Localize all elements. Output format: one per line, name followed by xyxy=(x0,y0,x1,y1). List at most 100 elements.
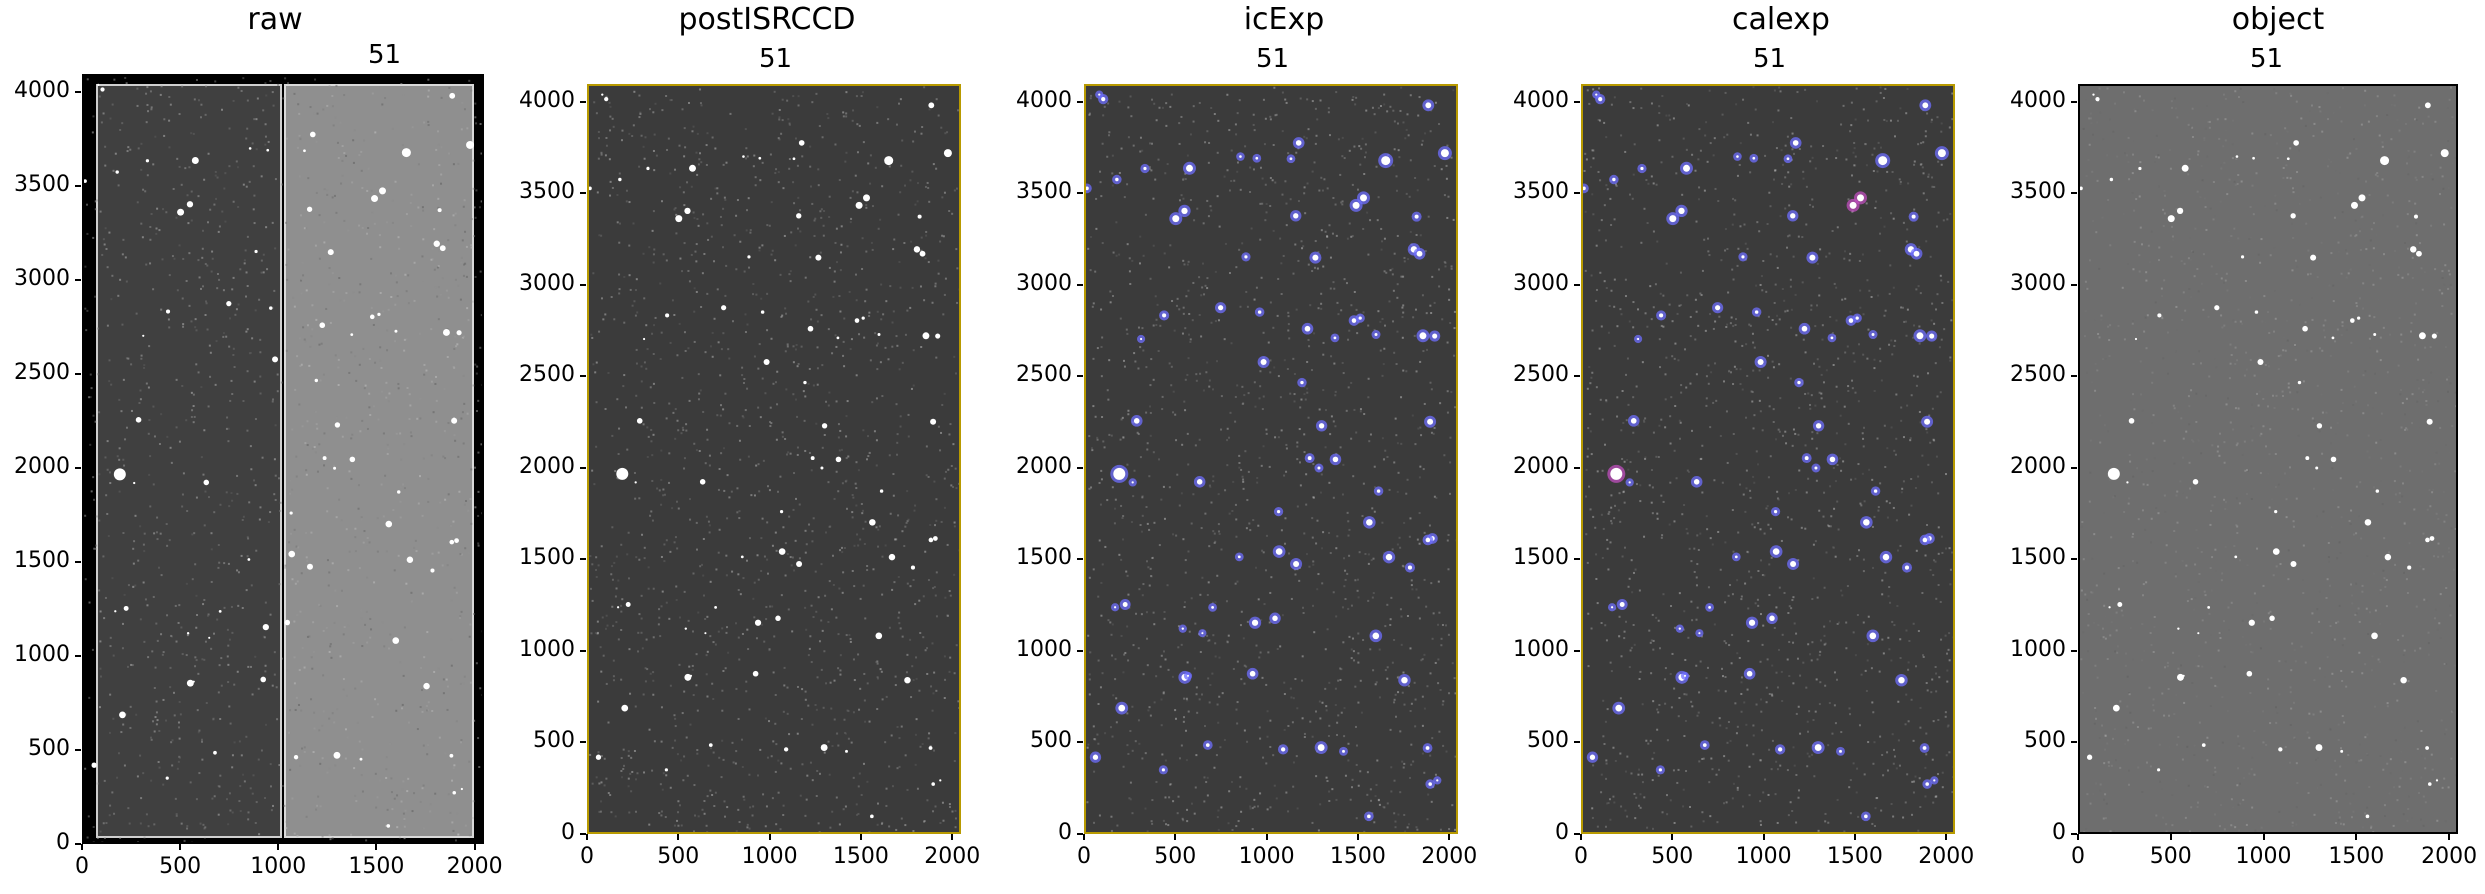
noise-speck xyxy=(822,224,825,227)
noise-speck xyxy=(1174,717,1177,720)
noise-speck xyxy=(438,736,441,739)
noise-speck xyxy=(932,692,935,695)
noise-speck xyxy=(1312,560,1315,563)
noise-speck xyxy=(242,400,245,403)
noise-speck xyxy=(1162,691,1165,694)
noise-speck xyxy=(1696,714,1699,717)
noise-speck xyxy=(919,631,922,634)
noise-speck xyxy=(310,698,313,701)
noise-speck xyxy=(1257,805,1260,808)
noise-speck xyxy=(725,554,728,557)
noise-speck xyxy=(1106,499,1109,502)
noise-speck xyxy=(695,653,698,656)
noise-speck xyxy=(705,654,708,657)
noise-speck xyxy=(620,610,623,613)
star xyxy=(775,615,781,621)
noise-speck xyxy=(285,221,288,224)
noise-speck xyxy=(742,577,745,580)
noise-speck xyxy=(739,593,742,596)
noise-speck xyxy=(1405,370,1408,373)
star xyxy=(1280,747,1286,752)
noise-speck xyxy=(918,599,921,602)
noise-speck xyxy=(456,812,459,815)
noise-speck xyxy=(1663,678,1666,681)
noise-speck xyxy=(362,541,365,544)
noise-speck xyxy=(199,287,202,290)
noise-speck xyxy=(1394,417,1397,420)
noise-speck xyxy=(1162,692,1165,695)
noise-speck xyxy=(181,493,184,496)
noise-speck xyxy=(1306,391,1309,394)
noise-speck xyxy=(1214,540,1217,543)
noise-speck xyxy=(673,208,676,211)
noise-speck xyxy=(1790,607,1793,610)
noise-speck xyxy=(172,691,175,694)
noise-speck xyxy=(1440,644,1443,647)
noise-speck xyxy=(322,710,325,713)
noise-speck xyxy=(609,105,612,108)
noise-speck xyxy=(683,127,686,130)
noise-speck xyxy=(278,583,281,586)
noise-speck xyxy=(855,487,858,490)
noise-speck xyxy=(693,442,696,445)
noise-speck xyxy=(1337,313,1340,316)
noise-speck xyxy=(1811,753,1814,756)
noise-speck xyxy=(1775,438,1778,441)
noise-speck xyxy=(1941,771,1944,774)
noise-speck xyxy=(152,595,155,598)
noise-speck xyxy=(1628,320,1631,323)
noise-speck xyxy=(346,736,349,739)
noise-speck xyxy=(269,80,272,83)
noise-speck xyxy=(1402,565,1405,568)
noise-speck xyxy=(1440,168,1443,171)
noise-speck xyxy=(637,650,640,653)
noise-speck xyxy=(1736,174,1739,177)
noise-speck xyxy=(848,290,851,293)
noise-speck xyxy=(757,774,760,777)
noise-speck xyxy=(684,349,687,352)
noise-speck xyxy=(1747,640,1750,643)
noise-speck xyxy=(1421,695,1424,698)
noise-speck xyxy=(711,355,714,358)
noise-speck xyxy=(379,291,382,294)
noise-speck xyxy=(709,747,712,750)
noise-speck xyxy=(143,366,146,369)
noise-speck xyxy=(1732,432,1735,435)
noise-speck xyxy=(719,374,722,377)
noise-speck xyxy=(1453,327,1456,330)
noise-speck xyxy=(916,787,919,790)
noise-speck xyxy=(866,565,869,568)
noise-speck xyxy=(931,709,934,712)
noise-speck xyxy=(127,807,130,810)
noise-speck xyxy=(1416,538,1419,541)
noise-speck xyxy=(1745,723,1748,726)
noise-speck xyxy=(1133,469,1136,472)
noise-speck xyxy=(283,804,286,807)
noise-speck xyxy=(141,236,144,239)
noise-speck xyxy=(1412,760,1415,763)
noise-speck xyxy=(438,164,441,167)
noise-speck xyxy=(605,95,608,98)
noise-speck xyxy=(1150,820,1153,823)
noise-speck xyxy=(1330,415,1333,418)
noise-speck xyxy=(1591,816,1594,819)
noise-speck xyxy=(669,99,672,102)
noise-speck xyxy=(1357,784,1360,787)
noise-speck xyxy=(1307,416,1310,419)
noise-speck xyxy=(1272,143,1275,146)
noise-speck xyxy=(153,823,156,826)
noise-speck xyxy=(838,449,841,452)
star xyxy=(1118,704,1126,712)
noise-speck xyxy=(652,353,655,356)
noise-speck xyxy=(1315,775,1318,778)
noise-speck xyxy=(899,425,902,428)
noise-speck xyxy=(112,169,115,172)
noise-speck xyxy=(589,587,592,590)
noise-speck xyxy=(421,514,424,517)
noise-speck xyxy=(381,103,384,106)
noise-speck xyxy=(1188,630,1191,633)
noise-speck xyxy=(1425,312,1428,315)
noise-speck xyxy=(833,270,836,273)
star xyxy=(1293,213,1299,219)
noise-speck xyxy=(1242,480,1245,483)
